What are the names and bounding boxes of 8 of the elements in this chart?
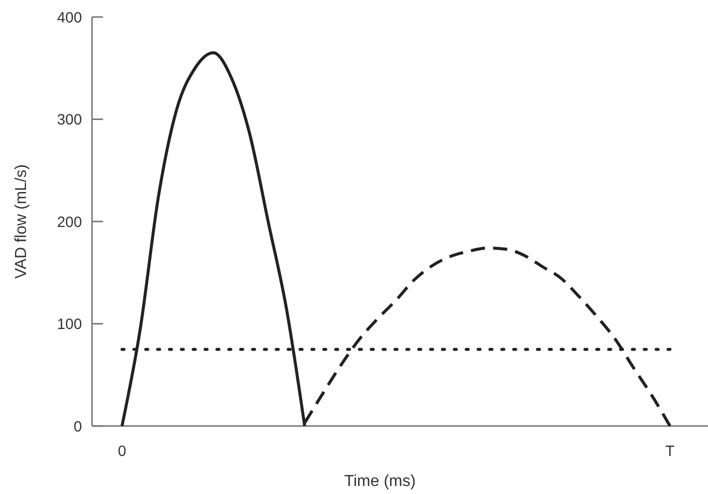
y-axis-title: VAD flow (mL/s)	[13, 164, 30, 279]
y-tick-label: 200	[56, 214, 82, 231]
y-tick-label: 0	[74, 418, 82, 436]
y-tick-label: 300	[56, 112, 82, 128]
x-tick-label: T	[665, 443, 675, 460]
y-tick-label: 400	[56, 9, 82, 26]
x-axis-title: Time (ms)	[344, 473, 416, 490]
y-tick-label: 100	[56, 316, 82, 333]
